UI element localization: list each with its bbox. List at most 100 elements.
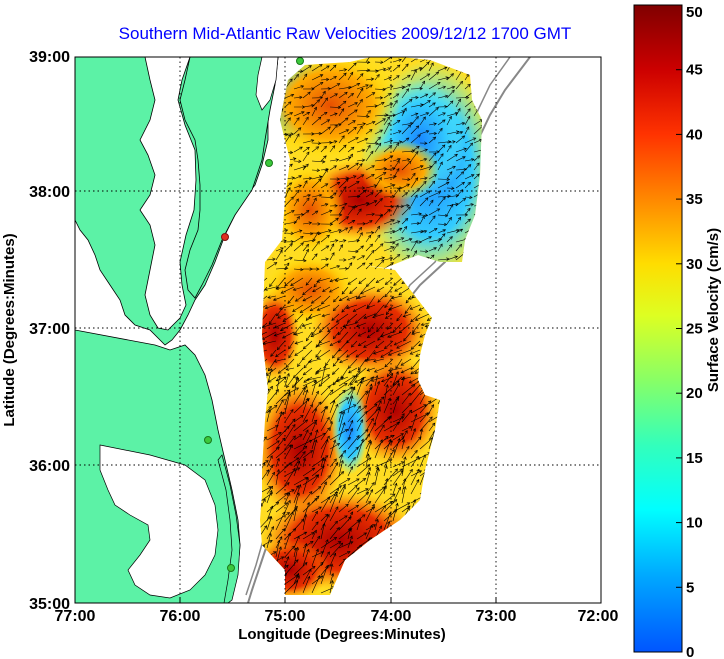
velocity-vector [284,257,293,261]
velocity-vector-head [306,151,310,156]
velocity-vector-head [381,256,386,260]
velocity-vector [374,143,382,153]
velocity-vector [275,389,291,405]
velocity-vector-head [391,493,396,497]
velocity-vector-head [326,119,331,123]
velocity-vector-head [368,440,373,445]
velocity-vector [284,393,290,414]
velocity-vector-head [387,208,391,213]
velocity-vector-head [296,215,300,220]
velocity-vector-head [343,202,348,206]
velocity-vector-head [356,478,360,482]
velocity-vector-head [291,545,295,550]
velocity-vector-head [369,129,373,133]
velocity-vector-head [309,231,314,236]
velocity-vector [302,450,313,459]
velocity-vector [419,61,430,72]
velocity-vector-head [403,456,407,460]
velocity-vector-head [430,404,435,408]
velocity-vector [365,213,375,216]
velocity-vector [410,450,418,459]
velocity-vector-head [325,245,330,249]
velocity-vector-head [331,354,336,359]
velocity-vector-head [294,341,299,345]
velocity-vector [392,371,399,387]
velocity-vector [356,69,370,72]
velocity-vector [392,322,403,333]
velocity-vector [320,230,332,234]
velocity-vector [338,411,343,423]
velocity-vector-head [425,130,430,134]
velocity-vector-head [305,116,309,121]
velocity-vector [356,99,363,108]
velocity-vector [363,340,376,348]
velocity-vector [401,430,408,441]
velocity-vector-head [317,535,321,540]
velocity-vector-head [398,58,402,62]
velocity-vector [282,313,295,322]
velocity-vector [284,210,295,216]
velocity-vector-head [366,368,371,372]
velocity-vector [356,464,370,477]
velocity-vector [401,238,412,243]
velocity-vector-head [334,520,338,525]
velocity-vector-head [387,397,391,402]
velocity-vector-head [305,377,310,382]
velocity-vector-head [416,187,421,192]
velocity-vector [473,119,482,126]
velocity-vector-head [419,334,424,338]
velocity-vector-head [275,501,280,506]
velocity-vector [347,137,359,144]
velocity-vector [308,358,322,363]
velocity-vector [356,262,366,270]
velocity-vector-head [267,367,272,372]
velocity-vector-head [348,516,352,520]
velocity-vector [365,129,373,135]
velocity-vector-head [426,73,431,77]
velocity-vector [419,112,429,117]
velocity-vector [311,146,319,153]
colorbar-tick-label: 45 [686,62,703,79]
x-tick-label: 72:00 [578,608,619,625]
velocity-vector [374,304,385,316]
velocity-vector-head [355,354,360,358]
velocity-vector [419,166,433,171]
velocity-vector [358,358,367,371]
velocity-vector [277,313,286,319]
velocity-vector [401,255,410,261]
velocity-vector-head [358,208,362,212]
velocity-vector [329,64,337,72]
velocity-vector [455,169,467,171]
velocity-vector-head [361,148,366,153]
velocity-vector-head [325,439,329,443]
velocity-vector [428,430,436,450]
velocity-vector [446,100,454,108]
velocity-vector-head [409,306,414,310]
velocity-vector-head [295,73,299,78]
velocity-vector-head [439,161,443,165]
velocity-vector [365,472,370,486]
velocity-vector-head [305,397,309,402]
velocity-vector [455,97,469,99]
velocity-vector [356,202,370,207]
velocity-vector [392,461,405,468]
velocity-vector-head [421,80,426,85]
velocity-vector [316,277,331,282]
velocity-vector [383,373,394,387]
velocity-vector-head [381,379,385,383]
velocity-vector [311,548,319,567]
velocity-vector [347,487,360,504]
velocity-vector [293,286,304,291]
velocity-vector-head [366,453,370,457]
velocity-vector-head [362,478,367,482]
velocity-vector [338,108,345,117]
velocity-vector-head [318,175,323,179]
velocity-vector [279,304,295,310]
velocity-vector [455,156,466,162]
velocity-vector-head [425,249,429,254]
velocity-vector-head [289,243,293,247]
velocity-vector [437,161,443,171]
velocity-vector-head [467,164,472,168]
velocity-vector [293,127,302,135]
velocity-vector-head [395,397,399,401]
